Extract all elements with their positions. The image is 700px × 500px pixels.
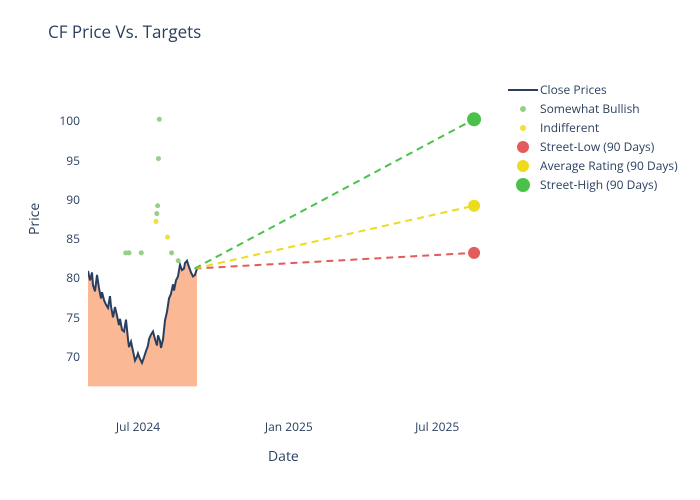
point-somewhat-bullish [176, 258, 181, 263]
legend: Close Prices Somewhat Bullish Indifferent S… [508, 80, 678, 194]
legend-label: Indifferent [540, 119, 599, 136]
y-tick: 75 [40, 309, 80, 326]
point-somewhat-bullish [156, 156, 161, 161]
close-prices-area [88, 261, 197, 387]
legend-label: Street-Low (90 Days) [540, 138, 654, 155]
y-tick: 90 [40, 191, 80, 208]
y-tick: 95 [40, 152, 80, 169]
x-tick: Jan 2025 [265, 418, 313, 435]
point-somewhat-bullish [154, 211, 159, 216]
x-axis-label: Date [268, 447, 299, 466]
legend-label: Street-High (90 Days) [540, 176, 657, 193]
legend-swatch [508, 80, 538, 99]
legend-swatch [508, 156, 538, 175]
legend-label: Average Rating (90 Days) [540, 157, 678, 174]
point-indifferent [165, 235, 170, 240]
legend-item[interactable]: Indifferent [508, 118, 678, 137]
legend-item[interactable]: Average Rating (90 Days) [508, 156, 678, 175]
legend-swatch [508, 137, 538, 156]
legend-label: Somewhat Bullish [540, 100, 640, 117]
legend-item[interactable]: Street-High (90 Days) [508, 175, 678, 194]
target-line-avg [195, 206, 475, 269]
y-tick: 70 [40, 348, 80, 365]
chart-title: CF Price Vs. Targets [48, 20, 201, 43]
legend-item[interactable]: Close Prices [508, 80, 678, 99]
target-dot-avg [468, 200, 480, 212]
legend-swatch [508, 99, 538, 118]
legend-label: Close Prices [540, 81, 607, 98]
legend-item[interactable]: Street-Low (90 Days) [508, 137, 678, 156]
point-somewhat-bullish [155, 203, 160, 208]
target-line-low [195, 253, 475, 269]
target-line-high [195, 119, 475, 268]
point-somewhat-bullish [139, 250, 144, 255]
target-dot-low [468, 247, 480, 259]
y-tick: 80 [40, 269, 80, 286]
point-somewhat-bullish [169, 250, 174, 255]
y-tick: 85 [40, 230, 80, 247]
x-tick: Jul 2025 [415, 418, 459, 435]
chart-plot [88, 80, 488, 410]
y-tick: 100 [40, 112, 80, 129]
target-dot-high [467, 112, 481, 126]
x-tick: Jul 2024 [116, 418, 160, 435]
legend-item[interactable]: Somewhat Bullish [508, 99, 678, 118]
point-indifferent [154, 219, 159, 224]
legend-swatch [508, 175, 538, 194]
legend-swatch [508, 118, 538, 137]
point-somewhat-bullish [126, 250, 131, 255]
point-somewhat-bullish [157, 117, 162, 122]
